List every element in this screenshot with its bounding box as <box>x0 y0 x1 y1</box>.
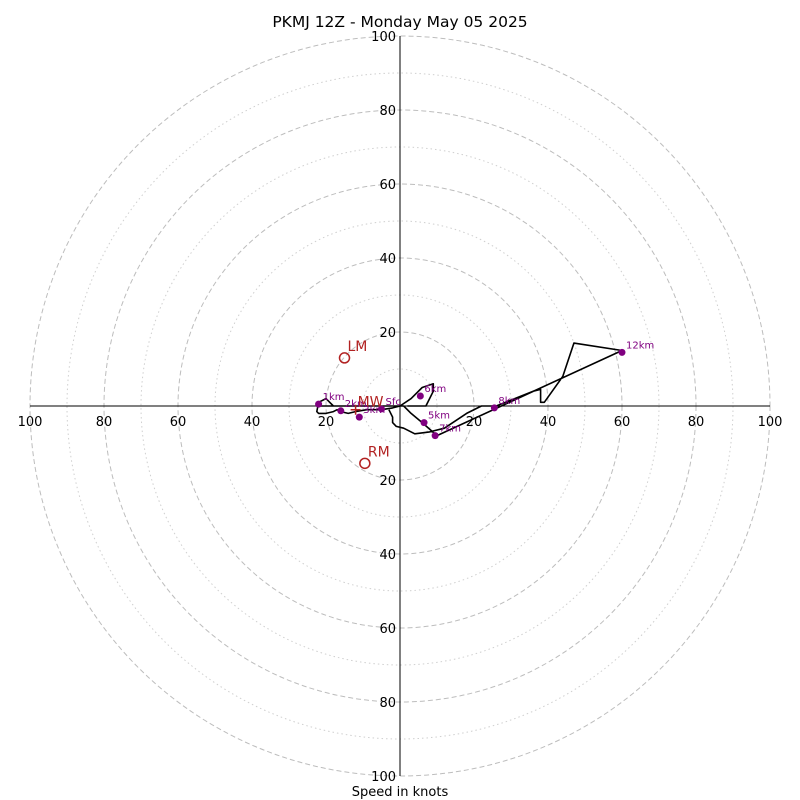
axis-tick-labels: 100 100 100 100 80 80 80 80 60 60 60 60 40 40 40 40 20 20… <box>18 30 783 785</box>
tick-label-right-20: 20 <box>466 415 483 430</box>
tick-label-top-40: 40 <box>379 252 396 267</box>
tick-label-left-60: 60 <box>170 415 187 430</box>
x-axis-label: Speed in knots <box>352 785 449 800</box>
storm-motion-marker-RM <box>359 457 371 470</box>
tick-label-left-20: 20 <box>318 415 335 430</box>
tick-label-top-80: 80 <box>379 104 396 119</box>
storm-motion-label-MW: MW <box>358 395 384 411</box>
height-marker-3km <box>355 413 363 421</box>
tick-label-top-100: 100 <box>371 30 396 45</box>
height-marker-label-Sfc: Sfc <box>386 397 401 408</box>
height-marker-6km <box>416 392 424 400</box>
tick-label-right-60: 60 <box>614 415 631 430</box>
tick-label-right-40: 40 <box>540 415 557 430</box>
tick-label-top-60: 60 <box>379 178 396 193</box>
tick-label-left-80: 80 <box>96 415 113 430</box>
height-marker-label-1km: 1km <box>323 392 345 403</box>
tick-label-bottom-20: 20 <box>379 474 396 489</box>
tick-label-right-100: 100 <box>758 415 783 430</box>
tick-label-top-20: 20 <box>379 326 396 341</box>
tick-label-bottom-60: 60 <box>379 622 396 637</box>
tick-label-bottom-80: 80 <box>379 696 396 711</box>
height-marker-label-5km: 5km <box>428 411 450 422</box>
tick-label-left-40: 40 <box>244 415 261 430</box>
height-marker-label-8km: 8km <box>498 396 520 407</box>
tick-label-bottom-40: 40 <box>379 548 396 563</box>
height-marker-label-7km: 7km <box>439 424 461 435</box>
storm-motion-marker-LM <box>338 352 351 364</box>
height-marker-5km <box>420 419 428 427</box>
height-marker-label-6km: 6km <box>424 384 446 395</box>
hodograph-trace <box>316 342 623 437</box>
tick-label-right-80: 80 <box>688 415 705 430</box>
height-marker-label-12km: 12km <box>626 340 654 351</box>
height-marker-2km <box>337 407 345 415</box>
wind-profile-line <box>316 342 623 437</box>
height-marker-label-2km: 2km <box>345 399 367 410</box>
height-marker-7km <box>431 432 439 440</box>
height-marker-12km <box>618 348 626 356</box>
chart-title: PKMJ 12Z - Monday May 05 2025 <box>272 13 527 31</box>
storm-motion-label-LM: LM <box>348 339 368 355</box>
height-marker-label-3km: 3km <box>363 405 385 416</box>
height-marker-8km <box>490 404 498 412</box>
height-marker-Sfc <box>378 405 385 413</box>
storm-motion-marker-MW <box>350 404 361 415</box>
tick-label-bottom-100: 100 <box>371 770 396 785</box>
storm-motion-markers: LM MW RM <box>338 339 390 470</box>
tick-label-left-100: 100 <box>18 415 43 430</box>
storm-motion-label-RM: RM <box>368 444 390 460</box>
height-marker-1km <box>315 400 323 408</box>
